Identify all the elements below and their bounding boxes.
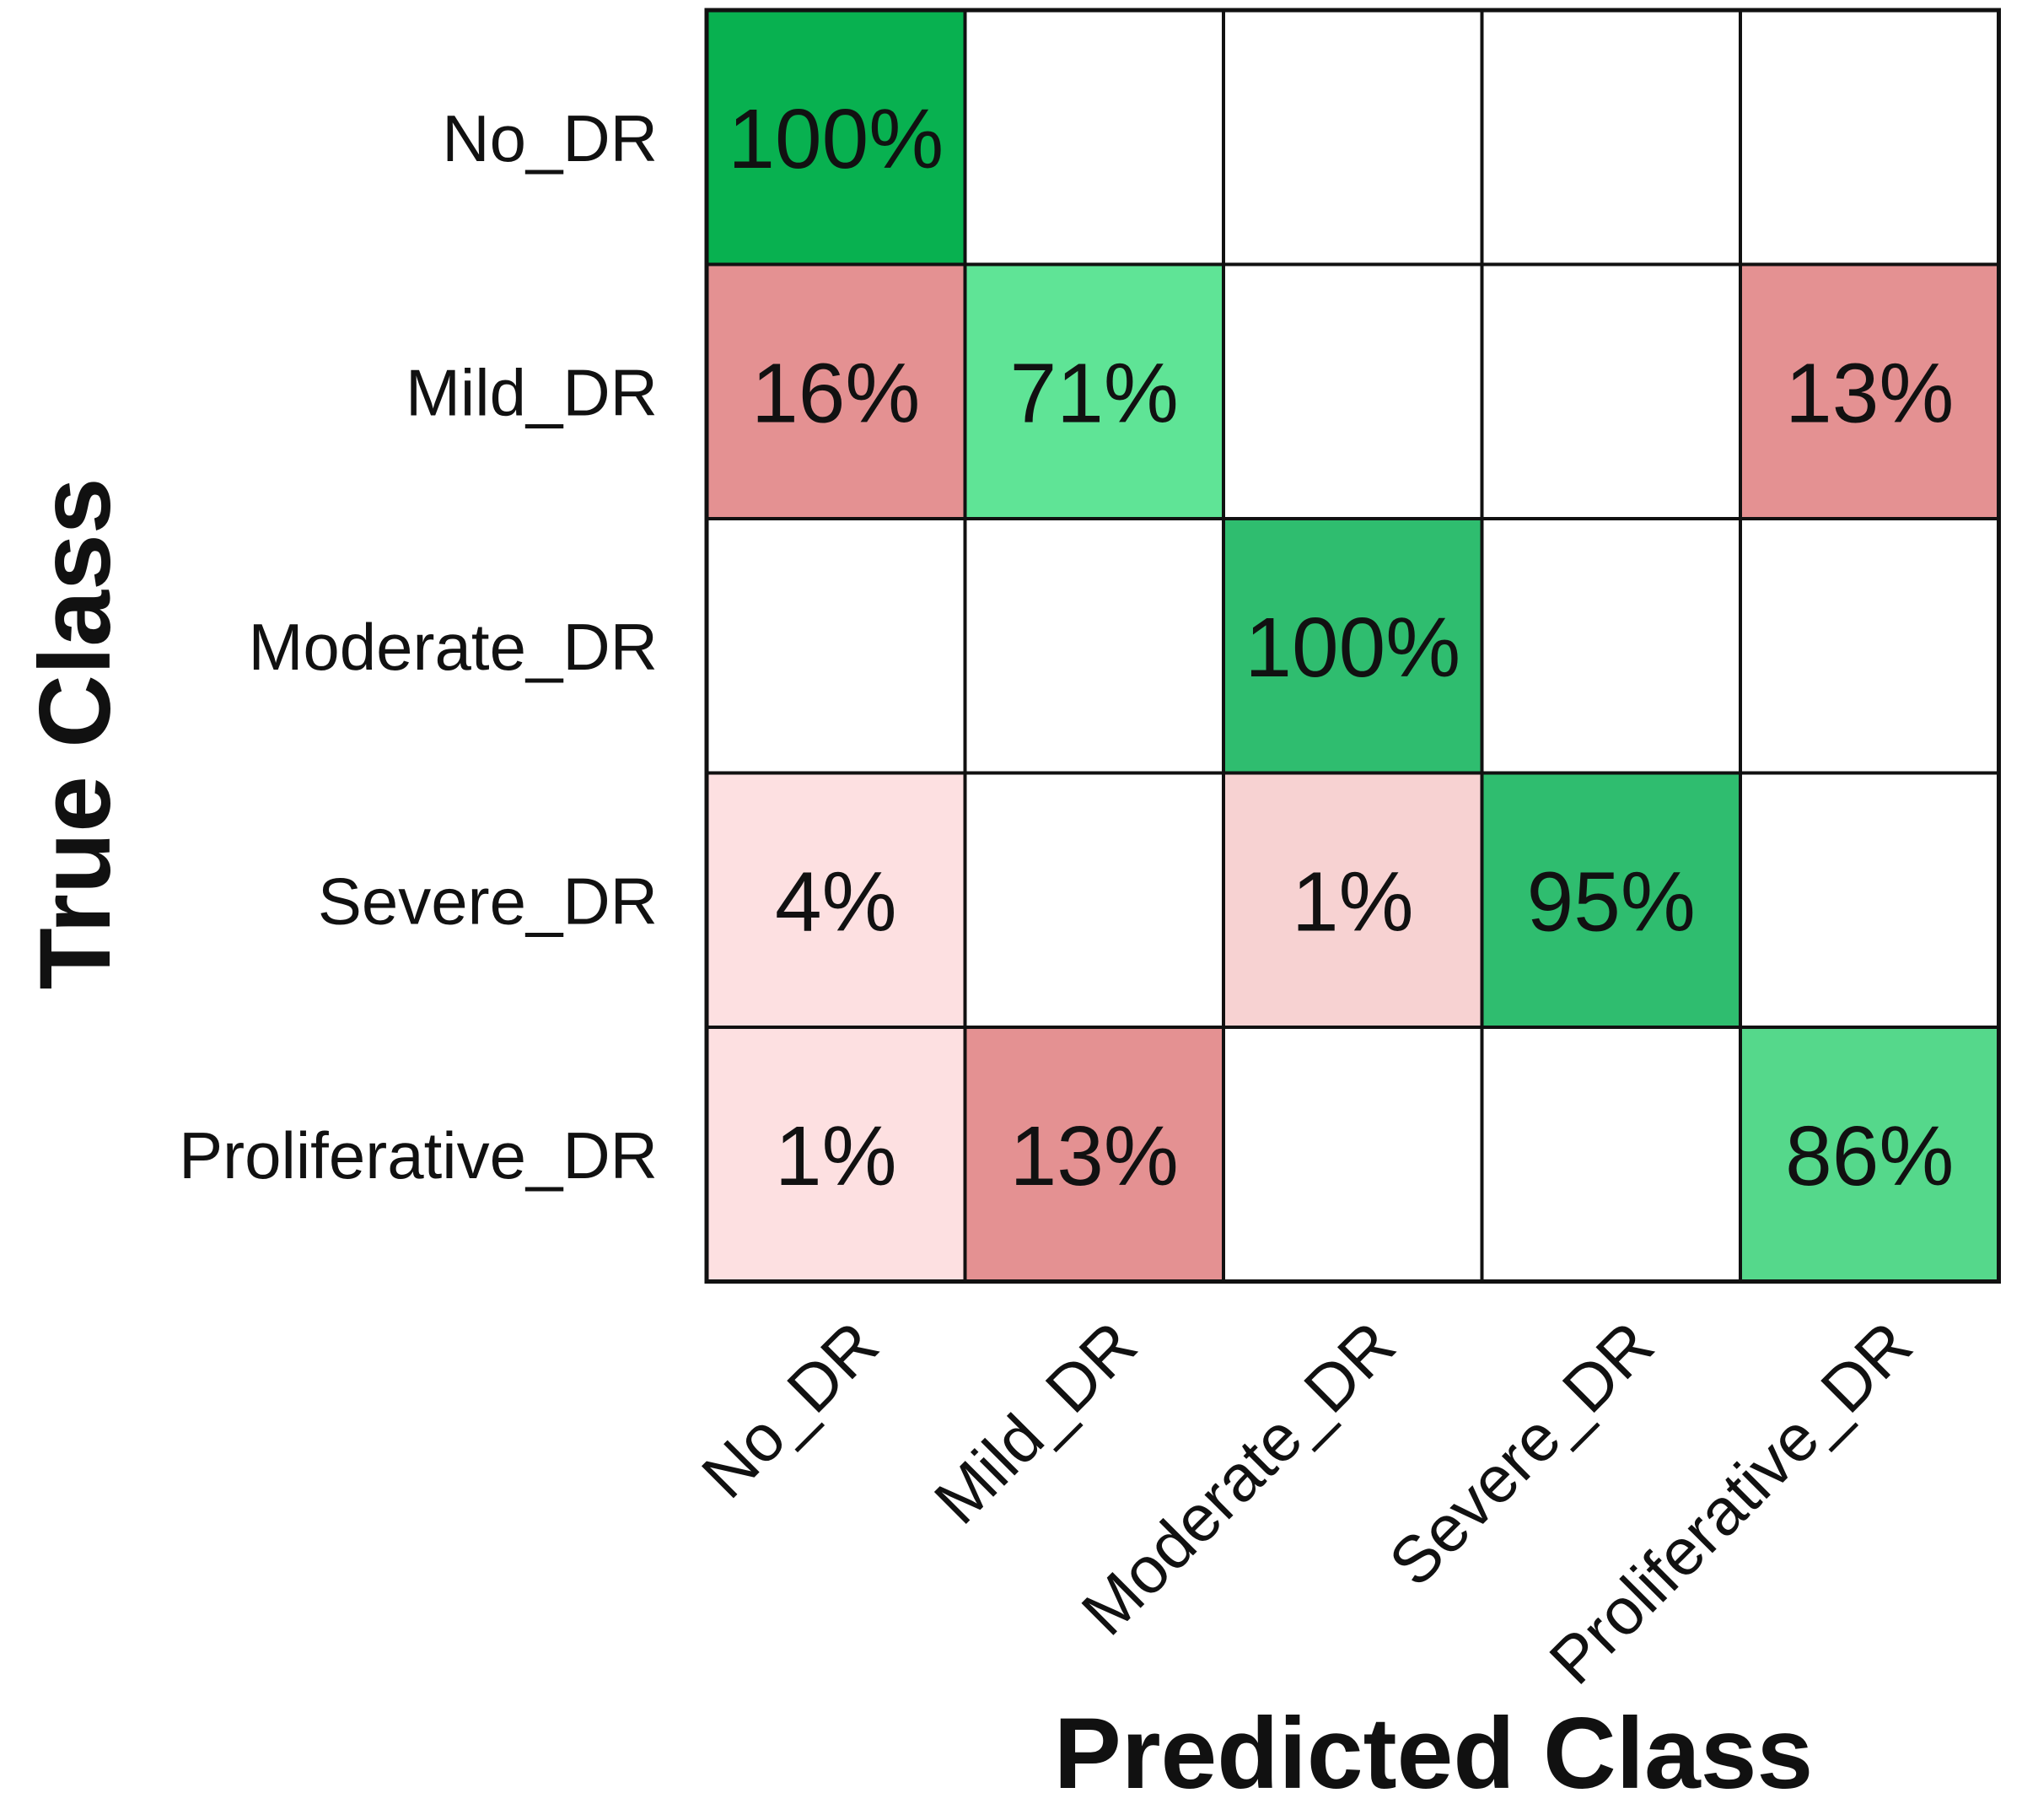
matrix-cell-r4-c1 [963, 1026, 1225, 1284]
matrix-cell-r0-c2 [1222, 8, 1484, 267]
matrix-cell-r3-c1 [963, 771, 1225, 1029]
y-tick-labels: No_DR Mild_DR Moderate_DR Severe_DR Prolifer… [179, 101, 658, 1193]
y-tick-label: No_DR [442, 101, 658, 175]
matrix-cells [704, 8, 2001, 1284]
matrix-cell-r0-c3 [1480, 8, 1742, 267]
x-tick-label: No_DR [687, 1307, 892, 1512]
x-axis-title: Predicted Class [1054, 1697, 1813, 1810]
matrix-cell-r3-c2 [1222, 771, 1484, 1029]
matrix-cell-r2-c3 [1480, 517, 1742, 775]
matrix-cell-r4-c4 [1739, 1026, 2001, 1284]
matrix-cell-r3-c4 [1739, 771, 2001, 1029]
cell-value-label: 1% [775, 1109, 897, 1203]
cell-value-label: 4% [775, 854, 897, 949]
cell-value-label: 71% [1010, 346, 1179, 440]
matrix-cell-r2-c4 [1739, 517, 2001, 775]
matrix-cell-labels: 100% 16% 71% 13% 100% 4% 1% 95% 1% 13% 86% [728, 92, 1954, 1203]
matrix-cell-r1-c4 [1739, 262, 2001, 520]
matrix-cell-r2-c2 [1222, 517, 1484, 775]
matrix-cell-r2-c0 [705, 517, 967, 775]
cell-value-label: 13% [1785, 346, 1954, 440]
y-tick-label: Proliferative_DR [179, 1118, 658, 1193]
cell-value-label: 100% [728, 92, 944, 186]
y-axis-title: True Class [19, 478, 132, 990]
y-tick-label: Severe_DR [318, 864, 658, 938]
matrix-cell-r0-c0 [705, 8, 967, 267]
matrix-cell-r4-c3 [1480, 1026, 1742, 1284]
y-tick-label: Moderate_DR [248, 610, 658, 684]
matrix-cell-r1-c2 [1222, 262, 1484, 520]
cell-value-label: 16% [751, 346, 920, 440]
matrix-cell-r4-c2 [1222, 1026, 1484, 1284]
matrix-cell-r1-c0 [705, 262, 967, 520]
matrix-cell-r0-c4 [1739, 8, 2001, 267]
cell-value-label: 1% [1292, 854, 1414, 949]
matrix-border [704, 8, 2001, 1284]
matrix-cell-r0-c1 [963, 8, 1225, 267]
x-tick-labels: No_DR Mild_DRModerate_DRSevere_DRProlifer… [687, 1307, 1926, 1699]
matrix-cell-r4-c0 [705, 1026, 967, 1284]
y-tick-label: Mild_DR [406, 355, 658, 429]
x-tick-label: Mild_DR [920, 1307, 1151, 1538]
matrix-cell-r1-c3 [1480, 262, 1742, 520]
cell-value-label: 13% [1010, 1109, 1179, 1203]
cell-value-label: 86% [1785, 1109, 1954, 1203]
matrix-cell-r3-c3 [1480, 771, 1742, 1029]
cell-value-label: 95% [1527, 854, 1696, 949]
cell-value-label: 100% [1245, 600, 1460, 695]
matrix-cell-r2-c1 [963, 517, 1225, 775]
